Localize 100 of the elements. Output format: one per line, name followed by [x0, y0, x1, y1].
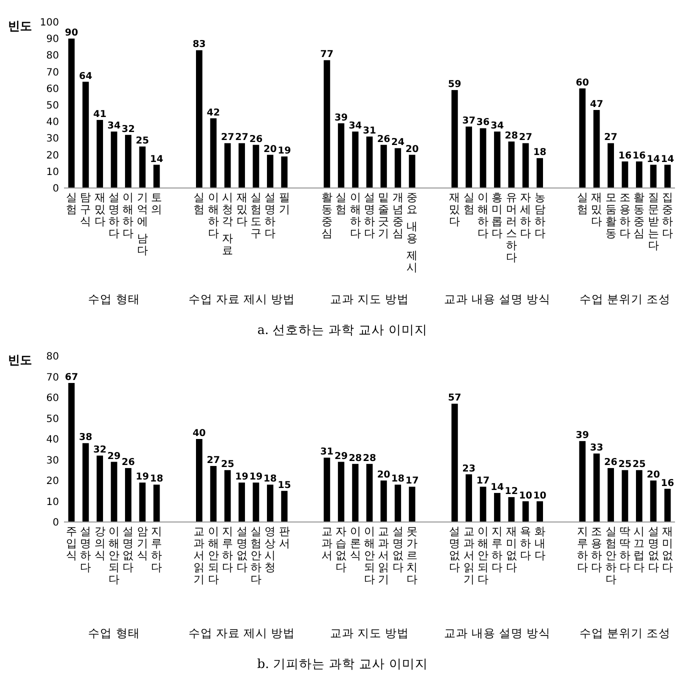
data-label: 26 [249, 134, 263, 145]
x-tick-label: 설명하다 [80, 525, 92, 574]
x-tick-label: 지루하다 [222, 525, 234, 574]
x-tick-label: 재밌다 [449, 191, 460, 228]
bar [68, 382, 75, 522]
bar [579, 441, 586, 522]
bar [536, 501, 544, 522]
bar [664, 488, 671, 522]
data-label: 26 [122, 457, 136, 468]
y-tick-label: 0 [52, 184, 59, 194]
bar [110, 462, 118, 522]
data-label: 27 [604, 132, 618, 144]
bar [238, 143, 245, 188]
bar [238, 482, 245, 522]
data-label: 18 [150, 474, 164, 485]
bar [608, 468, 614, 522]
text: 수업 형태 [88, 626, 140, 640]
x-tick-label: 집중하다 [662, 191, 674, 240]
text: 수업 분위기 조성 [579, 292, 671, 306]
x-tick-label: 토의 [151, 191, 162, 216]
data-label: 14 [150, 154, 164, 165]
x-tick-label: 영상시청 [264, 525, 276, 574]
bar [281, 156, 288, 188]
y-tick-label: 0 [52, 518, 59, 528]
x-tick-label: 밑줄긋기 [378, 191, 390, 240]
x-tick-label: 개념중심 [392, 191, 404, 240]
text: 교과 내용 설명 방식 [444, 292, 551, 306]
x-tick-label: 실험도구 [250, 191, 262, 240]
bar [466, 474, 472, 522]
bar [266, 154, 274, 188]
data-label: 27 [220, 132, 234, 144]
x-tick-label: 설명없다 [236, 525, 248, 574]
data-label: 20 [405, 144, 420, 155]
data-label: 28 [362, 452, 376, 464]
data-label: 26 [604, 457, 618, 468]
bar [366, 464, 373, 522]
x-tick-label: 이해하다 [350, 191, 361, 240]
x-tick-label: 설명없다 [449, 525, 460, 574]
y-tick-label: 60 [46, 84, 59, 95]
data-label: 16 [632, 150, 646, 162]
bar [125, 468, 132, 522]
x-tick-label: 재밌다 [94, 191, 106, 228]
data-label: 25 [618, 459, 632, 470]
bar [153, 164, 160, 188]
data-label: 19 [249, 472, 263, 483]
data-label: 12 [504, 486, 518, 498]
x-tick-label: 설명없다 [392, 525, 404, 574]
bar [82, 443, 89, 522]
bar [196, 50, 202, 188]
bar [494, 492, 500, 522]
bar [252, 144, 260, 188]
x-tick-label: 시청각 자료 [222, 191, 234, 257]
data-label: 34 [107, 120, 122, 132]
x-tick-label: 욕하다 [520, 525, 532, 562]
bar [110, 132, 118, 188]
bar [380, 144, 387, 188]
x-tick-label: 흥미롭다 [492, 191, 503, 240]
bar [139, 146, 146, 188]
text: 수업 형태 [88, 292, 140, 306]
data-label: 29 [107, 450, 121, 462]
y-tick-label: 70 [46, 67, 59, 78]
bar [650, 480, 657, 522]
data-label: 14 [490, 482, 504, 493]
bar [508, 497, 515, 522]
bar [224, 143, 231, 188]
data-label: 14 [660, 154, 675, 165]
y-tick-label: 40 [46, 434, 59, 446]
bar [96, 456, 104, 522]
data-label: 17 [405, 476, 419, 487]
data-label: 37 [462, 116, 476, 127]
data-label: 57 [448, 392, 462, 404]
x-tick-label: 이해하다 [122, 191, 134, 240]
x-tick-label: 설명하다 [364, 191, 375, 240]
data-label: 90 [64, 28, 78, 39]
data-label: 27 [519, 132, 532, 144]
y-tick-label: 40 [46, 117, 59, 128]
bar [508, 142, 515, 188]
bar [408, 486, 416, 522]
x-tick-label: 실험 [576, 191, 588, 216]
text: 교과 지도 방법 [330, 292, 410, 306]
x-tick-label: 이해하다 [208, 191, 219, 240]
x-tick-label: 조용하다 [619, 191, 630, 240]
data-label: 16 [618, 150, 632, 162]
x-tick-label: 이해안되다 [478, 525, 489, 586]
bar [522, 501, 529, 522]
data-label: 19 [278, 145, 291, 156]
x-tick-label: 지루하다 [151, 525, 162, 574]
data-label: 14 [646, 154, 660, 165]
x-tick-label: 교과서 [321, 525, 332, 562]
x-tick-label: 질문받는다 [648, 191, 659, 252]
data-label: 42 [206, 107, 220, 118]
data-label: 25 [632, 459, 646, 470]
bar [451, 90, 458, 188]
x-tick-label: 활동중심 [321, 191, 332, 240]
bar [394, 148, 402, 188]
bar [593, 110, 600, 188]
x-tick-label: 못가르치다 [406, 525, 418, 586]
y-tick-label: 10 [46, 496, 59, 508]
data-label: 36 [476, 117, 490, 128]
x-tick-label: 농담하다 [534, 191, 546, 240]
